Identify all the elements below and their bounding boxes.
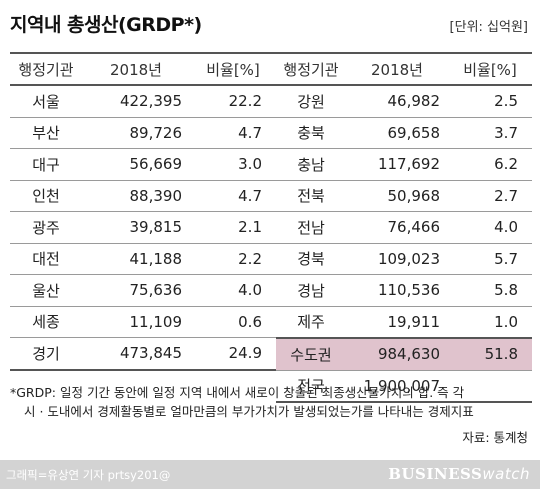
grdp-value: 473,845 [82,337,190,371]
table-row: 충남 117,692 6.2 [276,148,532,181]
grdp-value: 89,726 [82,117,190,149]
rate-value: 4.0 [190,274,276,307]
rate-value: 4.7 [190,180,276,212]
total-rate-empty [448,370,532,403]
total-label: 전국 [276,370,346,403]
region-name: 전북 [276,180,346,212]
table-row: 울산 75,636 4.0 [10,274,276,307]
rate-value: 3.0 [190,148,276,181]
table-row: 제주 19,911 1.0 [276,306,532,339]
grdp-value: 117,692 [346,148,448,181]
grdp-value: 11,109 [82,306,190,338]
footnote-line: 시 · 도내에서 경제활동별로 얼마만큼의 부가가치가 발생되었는가를 나타내는… [24,404,474,419]
grdp-value: 56,669 [82,148,190,181]
region-name: 경남 [276,274,346,307]
region-name: 세종 [10,306,82,338]
total-row: 전국 1,900,007 [276,370,532,403]
region-name: 서울 [10,85,82,118]
grdp-value: 46,982 [346,85,448,118]
grdp-value: 39,815 [82,211,190,244]
header-rate: 비율[%] [448,52,532,86]
grdp-value: 50,968 [346,180,448,212]
grdp-value: 75,636 [82,274,190,307]
table-row: 전남 76,466 4.0 [276,211,532,244]
table-row: 인천 88,390 4.7 [10,180,276,212]
graphic-credit: 그래픽=유상연 기자 prtsy201@ [6,468,171,482]
region-name: 충남 [276,148,346,181]
source-label: 자료: 통계청 [462,430,528,445]
grdp-value: 984,630 [346,338,448,371]
table-row: 광주 39,815 2.1 [10,211,276,244]
rate-value: 2.7 [448,180,532,212]
rate-value: 51.8 [448,338,532,371]
rate-value: 0.6 [190,306,276,338]
table-row: 부산 89,726 4.7 [10,117,276,149]
table-row: 대구 56,669 3.0 [10,148,276,181]
rate-value: 2.5 [448,85,532,118]
brand-logo: BUSINESSwatch [388,465,530,483]
region-name: 충북 [276,117,346,149]
table-row: 경기 473,845 24.9 [10,337,276,371]
table-row: 강원 46,982 2.5 [276,85,532,118]
page-title: 지역내 총생산(GRDP*) [10,14,202,36]
header-region: 행정기관 [276,52,346,86]
region-name: 수도권 [276,338,346,371]
rate-value: 4.7 [190,117,276,149]
grdp-value: 69,658 [346,117,448,149]
table-row: 세종 11,109 0.6 [10,306,276,338]
logo-sub: watch [482,465,530,483]
logo-main: BUSINESS [388,465,483,483]
rate-value: 2.1 [190,211,276,244]
table-row: 서울 422,395 22.2 [10,85,276,118]
rate-value: 1.0 [448,306,532,339]
table-row: 경북 109,023 5.7 [276,243,532,275]
rate-value: 5.7 [448,243,532,275]
grdp-value: 19,911 [346,306,448,339]
grdp-table-left: 행정기관 2018년 비율[%] 서울 422,395 22.2 부산 89,7… [10,52,276,371]
region-name: 경기 [10,337,82,371]
region-name: 경북 [276,243,346,275]
rate-value: 5.8 [448,274,532,307]
footnote: *GRDP: 일정 기간 동안에 일정 지역 내에서 새로이 창출된 최종생산물… [10,383,532,421]
table-row: 경남 110,536 5.8 [276,274,532,307]
rate-value: 2.2 [190,243,276,275]
rate-value: 4.0 [448,211,532,244]
region-name: 강원 [276,85,346,118]
region-name: 전남 [276,211,346,244]
table-header-row: 행정기관 2018년 비율[%] [276,52,532,86]
rate-value: 24.9 [190,337,276,371]
infographic-card: 지역내 총생산(GRDP*) [단위: 십억원] 행정기관 2018년 비율[%… [10,14,532,445]
table-row: 대전 41,188 2.2 [10,243,276,275]
rate-value: 22.2 [190,85,276,118]
region-name: 부산 [10,117,82,149]
highlight-row-capital-area: 수도권 984,630 51.8 [276,338,532,371]
header-year: 2018년 [82,52,190,86]
rate-value: 3.7 [448,117,532,149]
region-name: 광주 [10,211,82,244]
table-row: 전북 50,968 2.7 [276,180,532,212]
header-rate: 비율[%] [190,52,276,86]
grdp-value: 109,023 [346,243,448,275]
total-value: 1,900,007 [346,370,448,403]
grdp-value: 88,390 [82,180,190,212]
region-name: 인천 [10,180,82,212]
unit-label: [단위: 십억원] [449,20,528,35]
grdp-value: 422,395 [82,85,190,118]
region-name: 제주 [276,306,346,339]
region-name: 울산 [10,274,82,307]
footer-bar: 그래픽=유상연 기자 prtsy201@ BUSINESSwatch [0,460,540,489]
grdp-value: 110,536 [346,274,448,307]
header-region: 행정기관 [10,52,82,86]
header-year: 2018년 [346,52,448,86]
grdp-value: 41,188 [82,243,190,275]
table-row: 충북 69,658 3.7 [276,117,532,149]
footnote-line: *GRDP: 일정 기간 동안에 일정 지역 내에서 새로이 창출된 최종생산물… [10,385,465,400]
rate-value: 6.2 [448,148,532,181]
table-header-row: 행정기관 2018년 비율[%] [10,52,276,86]
region-name: 대구 [10,148,82,181]
grdp-table-right: 행정기관 2018년 비율[%] 강원 46,982 2.5 충북 69,658… [276,52,532,403]
region-name: 대전 [10,243,82,275]
grdp-value: 76,466 [346,211,448,244]
